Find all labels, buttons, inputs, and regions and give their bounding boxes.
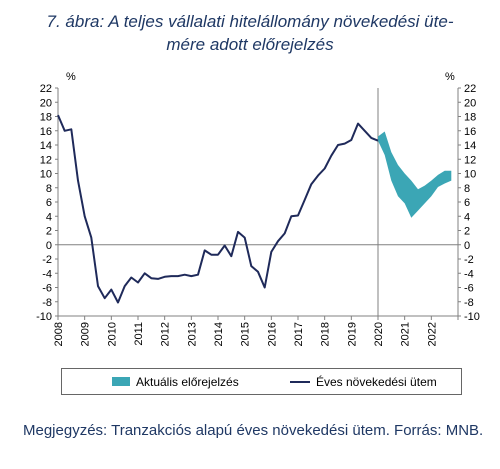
y-tick-label-right: 6	[464, 197, 470, 209]
legend-label-forecast: Aktuális előrejelzés	[136, 374, 239, 389]
legend-entry-forecast: Aktuális előrejelzés	[112, 369, 239, 394]
y-tick-label-left: 16	[40, 126, 52, 138]
x-tick-label: 2018	[320, 322, 332, 346]
y-tick-label-left: 10	[40, 169, 52, 181]
y-tick-label-left: 22	[40, 83, 52, 95]
y-tick-label-right: 2	[464, 226, 470, 238]
x-tick-label: 2014	[213, 322, 225, 346]
y-tick-label-right: 0	[464, 240, 470, 252]
legend-swatch-forecast	[112, 377, 130, 386]
y-tick-label-right: 16	[464, 126, 476, 138]
y-tick-label-left: 14	[40, 140, 52, 152]
x-tick-label: 2021	[400, 322, 412, 346]
y-tick-label-right: 4	[464, 211, 470, 223]
x-tick-label: 2017	[293, 322, 305, 346]
forecast-band	[378, 131, 452, 218]
y-tick-label-right: 12	[464, 154, 476, 166]
y-tick-label-left: 2	[46, 226, 52, 238]
y-tick-label-left: 12	[40, 154, 52, 166]
x-tick-label: 2020	[373, 322, 385, 346]
y-tick-label-left: -4	[42, 268, 52, 280]
x-tick-label: 2008	[53, 322, 65, 346]
legend-swatch-growth	[290, 380, 310, 383]
x-tick-label: 2011	[133, 322, 145, 346]
y-unit-right: %	[445, 71, 455, 83]
x-tick-label: 2012	[160, 322, 172, 346]
y-tick-label-right: -8	[464, 297, 474, 309]
x-tick-label: 2016	[266, 322, 278, 346]
y-tick-label-left: -10	[36, 311, 52, 323]
legend-label-growth: Éves növekedési ütem	[316, 374, 437, 389]
chart-axes	[55, 87, 461, 320]
y-tick-label-right: 14	[464, 140, 476, 152]
x-tick-label: 2010	[106, 322, 118, 346]
y-tick-label-right: -4	[464, 268, 474, 280]
y-tick-label-left: 8	[46, 183, 52, 195]
y-tick-label-right: -6	[464, 283, 474, 295]
x-tick-label: 2015	[240, 322, 252, 346]
y-tick-label-right: -2	[464, 254, 474, 266]
chart-title-line-1: 7. ábra: A teljes vállalati hitelállomán…	[46, 12, 454, 31]
y-tick-label-left: 0	[46, 240, 52, 252]
y-tick-label-left: -6	[42, 283, 52, 295]
footnote: Megjegyzés: Tranzakciós alapú éves növek…	[23, 422, 484, 439]
y-unit-left: %	[66, 71, 76, 83]
y-tick-label-left: -8	[42, 297, 52, 309]
chart-legend: Aktuális előrejelzés Éves növekedési üte…	[61, 368, 462, 395]
y-tick-label-left: -2	[42, 254, 52, 266]
y-tick-label-right: 22	[464, 83, 476, 95]
y-tick-label-right: 20	[464, 97, 476, 109]
y-tick-label-left: 20	[40, 97, 52, 109]
y-tick-label-right: 8	[464, 183, 470, 195]
x-tick-label: 2009	[80, 322, 92, 346]
series-line-growth	[57, 114, 379, 304]
growth-line-layer	[57, 114, 379, 304]
x-tick-label: 2013	[186, 322, 198, 346]
y-tick-label-right: 18	[464, 112, 476, 124]
legend-entry-growth: Éves növekedési ütem	[290, 369, 437, 394]
chart-title-line-2: mére adott előrejelzés	[166, 35, 334, 54]
forecast-band-layer	[378, 131, 452, 218]
y-tick-label-right: -10	[464, 311, 480, 323]
x-tick-label: 2022	[426, 322, 438, 346]
y-tick-label-left: 4	[46, 211, 52, 223]
x-tick-label: 2019	[346, 322, 358, 346]
y-tick-label-right: 10	[464, 169, 476, 181]
y-tick-label-left: 6	[46, 197, 52, 209]
y-tick-label-left: 18	[40, 112, 52, 124]
